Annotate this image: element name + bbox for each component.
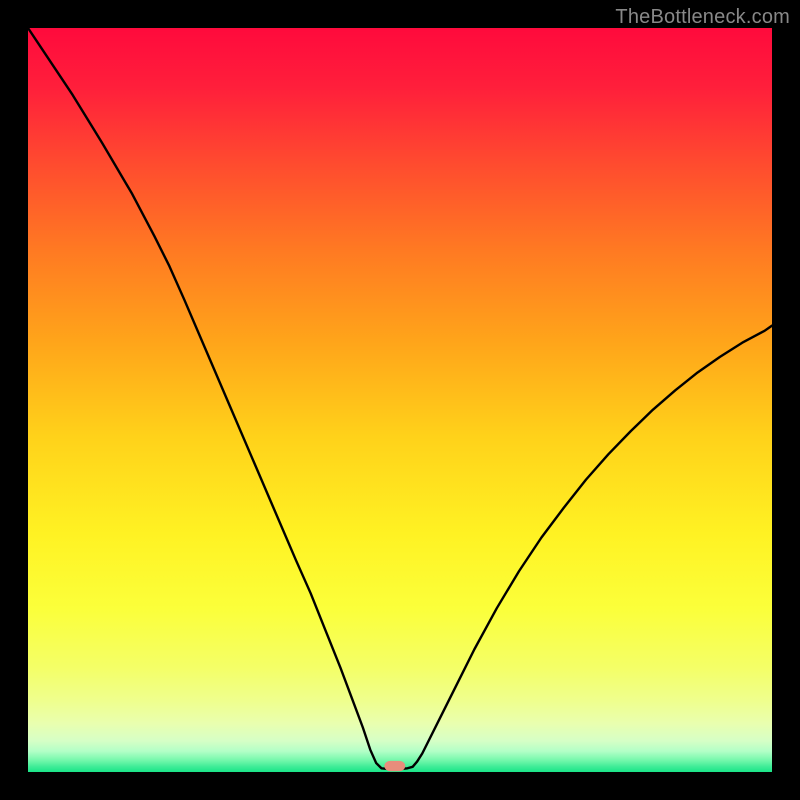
gradient-background bbox=[28, 28, 772, 772]
watermark-label: TheBottleneck.com bbox=[615, 6, 790, 29]
optimal-marker bbox=[384, 761, 405, 771]
plot-svg bbox=[28, 28, 772, 772]
plot-area bbox=[28, 28, 772, 772]
chart-stage: TheBottleneck.com bbox=[0, 0, 800, 800]
